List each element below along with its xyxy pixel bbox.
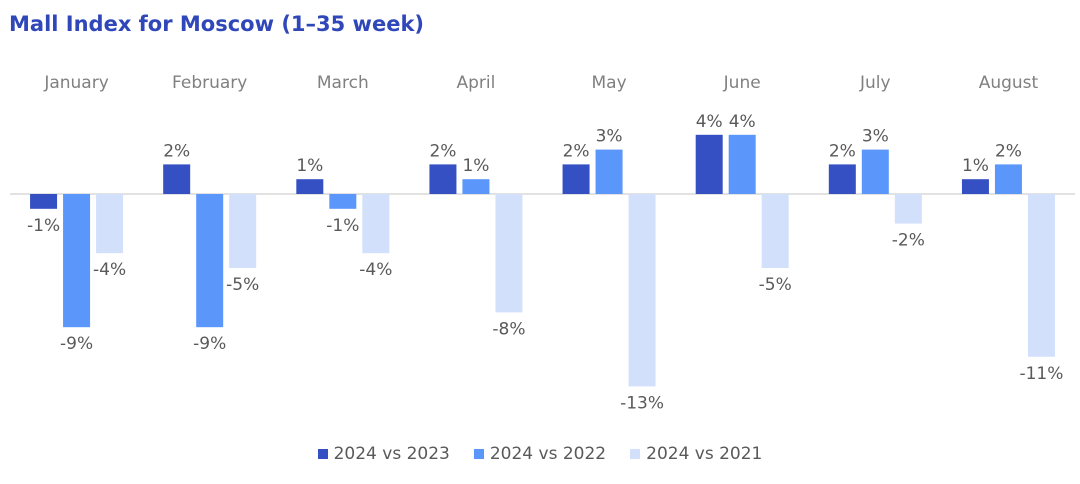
category-label-june: June <box>723 73 761 93</box>
data-label-may-2024-vs-2022: 3% <box>596 127 623 147</box>
data-label-february-2024-vs-2021: -5% <box>226 275 259 295</box>
legend-item-2024-vs-2021[interactable]: 2024 vs 2021 <box>630 444 762 464</box>
data-label-february-2024-vs-2022: -9% <box>193 334 226 354</box>
bar-march-2024-vs-2022[interactable] <box>329 194 357 209</box>
bar-august-2024-vs-2023[interactable] <box>961 179 989 194</box>
data-label-april-2024-vs-2023: 2% <box>429 141 456 161</box>
bar-may-2024-vs-2022[interactable] <box>595 149 623 194</box>
bar-january-2024-vs-2021[interactable] <box>96 194 124 254</box>
data-label-january-2024-vs-2021: -4% <box>93 260 126 280</box>
category-label-january: January <box>43 73 108 93</box>
bar-february-2024-vs-2021[interactable] <box>229 194 257 268</box>
legend-label: 2024 vs 2023 <box>333 444 450 464</box>
legend-item-2024-vs-2022[interactable]: 2024 vs 2022 <box>473 444 607 464</box>
bar-august-2024-vs-2021[interactable] <box>1027 194 1055 357</box>
category-label-july: July <box>859 73 891 93</box>
legend-swatch <box>630 449 641 459</box>
data-label-april-2024-vs-2021: -8% <box>492 319 525 339</box>
data-label-august-2024-vs-2021: -11% <box>1019 364 1063 384</box>
category-label-august: August <box>979 73 1039 93</box>
bar-february-2024-vs-2023[interactable] <box>163 164 191 194</box>
bar-april-2024-vs-2022[interactable] <box>462 179 490 194</box>
bar-march-2024-vs-2023[interactable] <box>296 179 324 194</box>
legend-swatch <box>473 449 484 459</box>
bar-august-2024-vs-2022[interactable] <box>994 164 1022 194</box>
data-label-march-2024-vs-2022: -1% <box>326 216 359 236</box>
category-labels: January February March April May June July Augu… <box>43 73 1038 93</box>
bar-july-2024-vs-2023[interactable] <box>828 164 856 194</box>
bar-april-2024-vs-2023[interactable] <box>429 164 457 194</box>
legend-label: 2024 vs 2021 <box>646 444 763 464</box>
legend: 2024 vs 2023 2024 vs 2022 2024 vs 2021 <box>0 444 1080 464</box>
category-label-february: February <box>172 73 247 93</box>
bar-may-2024-vs-2021[interactable] <box>628 194 656 387</box>
chart-title: Mall Index for Moscow (1–35 week) <box>9 12 425 36</box>
data-label-june-2024-vs-2022: 4% <box>729 112 756 132</box>
data-label-june-2024-vs-2023: 4% <box>696 112 723 132</box>
bar-january-2024-vs-2022[interactable] <box>63 194 91 328</box>
data-label-february-2024-vs-2023: 2% <box>163 141 190 161</box>
data-label-august-2024-vs-2022: 2% <box>995 141 1022 161</box>
bar-march-2024-vs-2021[interactable] <box>362 194 390 254</box>
data-label-july-2024-vs-2023: 2% <box>829 141 856 161</box>
bars <box>30 134 1055 387</box>
data-label-march-2024-vs-2023: 1% <box>296 156 323 176</box>
data-label-march-2024-vs-2021: -4% <box>359 260 392 280</box>
data-label-january-2024-vs-2022: -9% <box>60 334 93 354</box>
data-label-april-2024-vs-2022: 1% <box>462 156 489 176</box>
category-label-may: May <box>591 73 626 93</box>
legend-item-2024-vs-2023[interactable]: 2024 vs 2023 <box>317 444 450 464</box>
bar-may-2024-vs-2023[interactable] <box>562 164 590 194</box>
data-label-august-2024-vs-2023: 1% <box>962 156 989 176</box>
value-labels: -1% -9% -4% 2% -9% -5% 1% -1% -4% 2% 1% -8% 2% 3% -13%… <box>27 112 1063 414</box>
bar-june-2024-vs-2023[interactable] <box>695 134 723 194</box>
bar-january-2024-vs-2023[interactable] <box>30 194 58 209</box>
bar-february-2024-vs-2022[interactable] <box>196 194 224 328</box>
bar-june-2024-vs-2022[interactable] <box>728 134 756 194</box>
data-label-january-2024-vs-2023: -1% <box>27 216 60 236</box>
legend-label: 2024 vs 2022 <box>489 444 607 464</box>
legend-swatch <box>317 449 328 459</box>
data-label-july-2024-vs-2022: 3% <box>862 127 889 147</box>
bar-june-2024-vs-2021[interactable] <box>761 194 789 268</box>
data-label-july-2024-vs-2021: -2% <box>892 231 925 251</box>
data-label-may-2024-vs-2021: -13% <box>620 393 664 413</box>
bar-july-2024-vs-2022[interactable] <box>861 149 889 194</box>
bar-july-2024-vs-2021[interactable] <box>894 194 922 224</box>
data-label-june-2024-vs-2021: -5% <box>759 275 792 295</box>
category-label-march: March <box>317 73 369 93</box>
bar-april-2024-vs-2021[interactable] <box>495 194 523 313</box>
category-label-april: April <box>457 73 496 93</box>
data-label-may-2024-vs-2023: 2% <box>563 141 590 161</box>
